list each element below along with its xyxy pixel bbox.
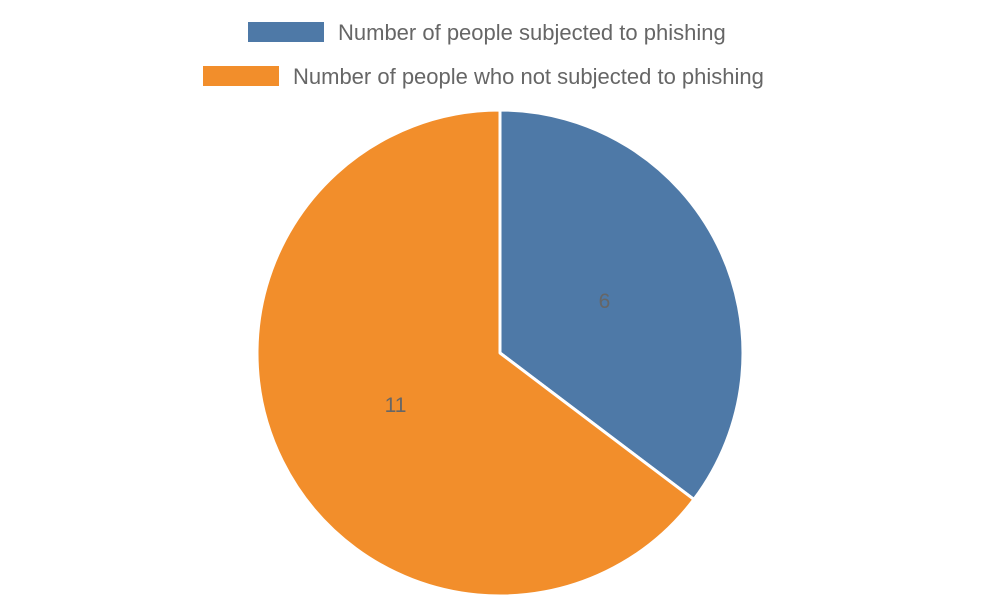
legend-swatch — [248, 22, 324, 42]
pie-slice — [255, 108, 696, 598]
data-labels: 6 11 — [385, 290, 611, 417]
legend-label: Number of people who not subjected to ph… — [293, 64, 764, 89]
slice-value-label: 11 — [385, 394, 407, 417]
slice-value-label: 6 — [599, 290, 611, 313]
legend: Number of people subjected to phishing Nu… — [203, 20, 764, 89]
legend-swatch — [203, 66, 279, 86]
legend-item: Number of people who not subjected to ph… — [203, 64, 764, 89]
pie-slices — [255, 108, 745, 598]
pie-slice — [498, 108, 745, 501]
legend-label: Number of people subjected to phishing — [338, 20, 726, 45]
legend-item: Number of people subjected to phishing — [248, 20, 726, 45]
